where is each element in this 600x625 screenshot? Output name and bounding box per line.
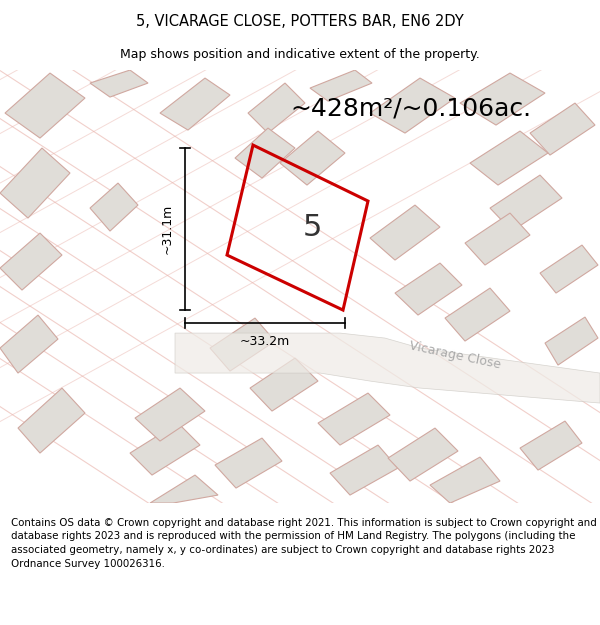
Text: 5, VICARAGE CLOSE, POTTERS BAR, EN6 2DY: 5, VICARAGE CLOSE, POTTERS BAR, EN6 2DY — [136, 14, 464, 29]
Polygon shape — [18, 388, 85, 453]
Polygon shape — [310, 70, 372, 101]
Polygon shape — [280, 131, 345, 185]
Polygon shape — [250, 358, 318, 411]
Polygon shape — [235, 128, 295, 178]
Text: 5: 5 — [303, 213, 322, 243]
Polygon shape — [540, 245, 598, 293]
Polygon shape — [175, 333, 600, 403]
Polygon shape — [248, 83, 305, 133]
Polygon shape — [470, 131, 548, 185]
Polygon shape — [395, 263, 462, 315]
Text: ~31.1m: ~31.1m — [161, 204, 173, 254]
Polygon shape — [210, 318, 275, 371]
Polygon shape — [0, 233, 62, 290]
Polygon shape — [330, 445, 398, 495]
Polygon shape — [150, 475, 218, 503]
Polygon shape — [530, 103, 595, 155]
Polygon shape — [0, 315, 58, 373]
Text: ~428m²/~0.106ac.: ~428m²/~0.106ac. — [290, 96, 531, 120]
Polygon shape — [388, 428, 458, 481]
Polygon shape — [215, 438, 282, 488]
Polygon shape — [490, 175, 562, 231]
Polygon shape — [160, 78, 230, 130]
Polygon shape — [0, 148, 70, 218]
Polygon shape — [318, 393, 390, 445]
Polygon shape — [430, 457, 500, 503]
Polygon shape — [90, 183, 138, 231]
Polygon shape — [90, 70, 148, 97]
Text: Vicarage Close: Vicarage Close — [408, 339, 502, 371]
Text: ~33.2m: ~33.2m — [240, 334, 290, 348]
Polygon shape — [5, 73, 85, 138]
Polygon shape — [135, 388, 205, 441]
Text: Contains OS data © Crown copyright and database right 2021. This information is : Contains OS data © Crown copyright and d… — [11, 518, 596, 569]
Polygon shape — [545, 317, 598, 365]
Polygon shape — [460, 73, 545, 125]
Polygon shape — [370, 78, 455, 133]
Polygon shape — [465, 213, 530, 265]
Text: Map shows position and indicative extent of the property.: Map shows position and indicative extent… — [120, 48, 480, 61]
Polygon shape — [370, 205, 440, 260]
Polygon shape — [130, 423, 200, 475]
Polygon shape — [520, 421, 582, 470]
Polygon shape — [445, 288, 510, 341]
